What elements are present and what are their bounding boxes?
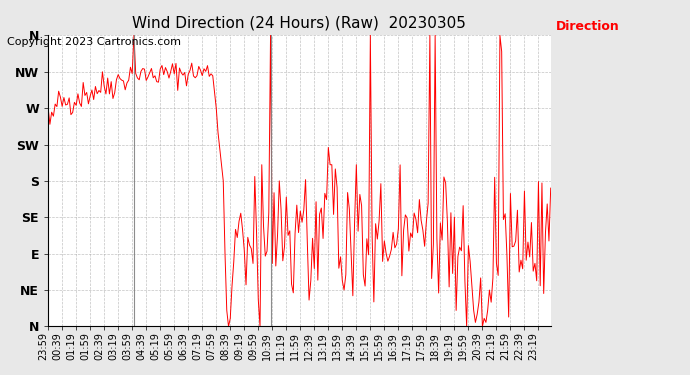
Text: Copyright 2023 Cartronics.com: Copyright 2023 Cartronics.com <box>7 37 181 47</box>
Title: Wind Direction (24 Hours) (Raw)  20230305: Wind Direction (24 Hours) (Raw) 20230305 <box>132 15 466 30</box>
Text: Direction: Direction <box>555 20 620 33</box>
